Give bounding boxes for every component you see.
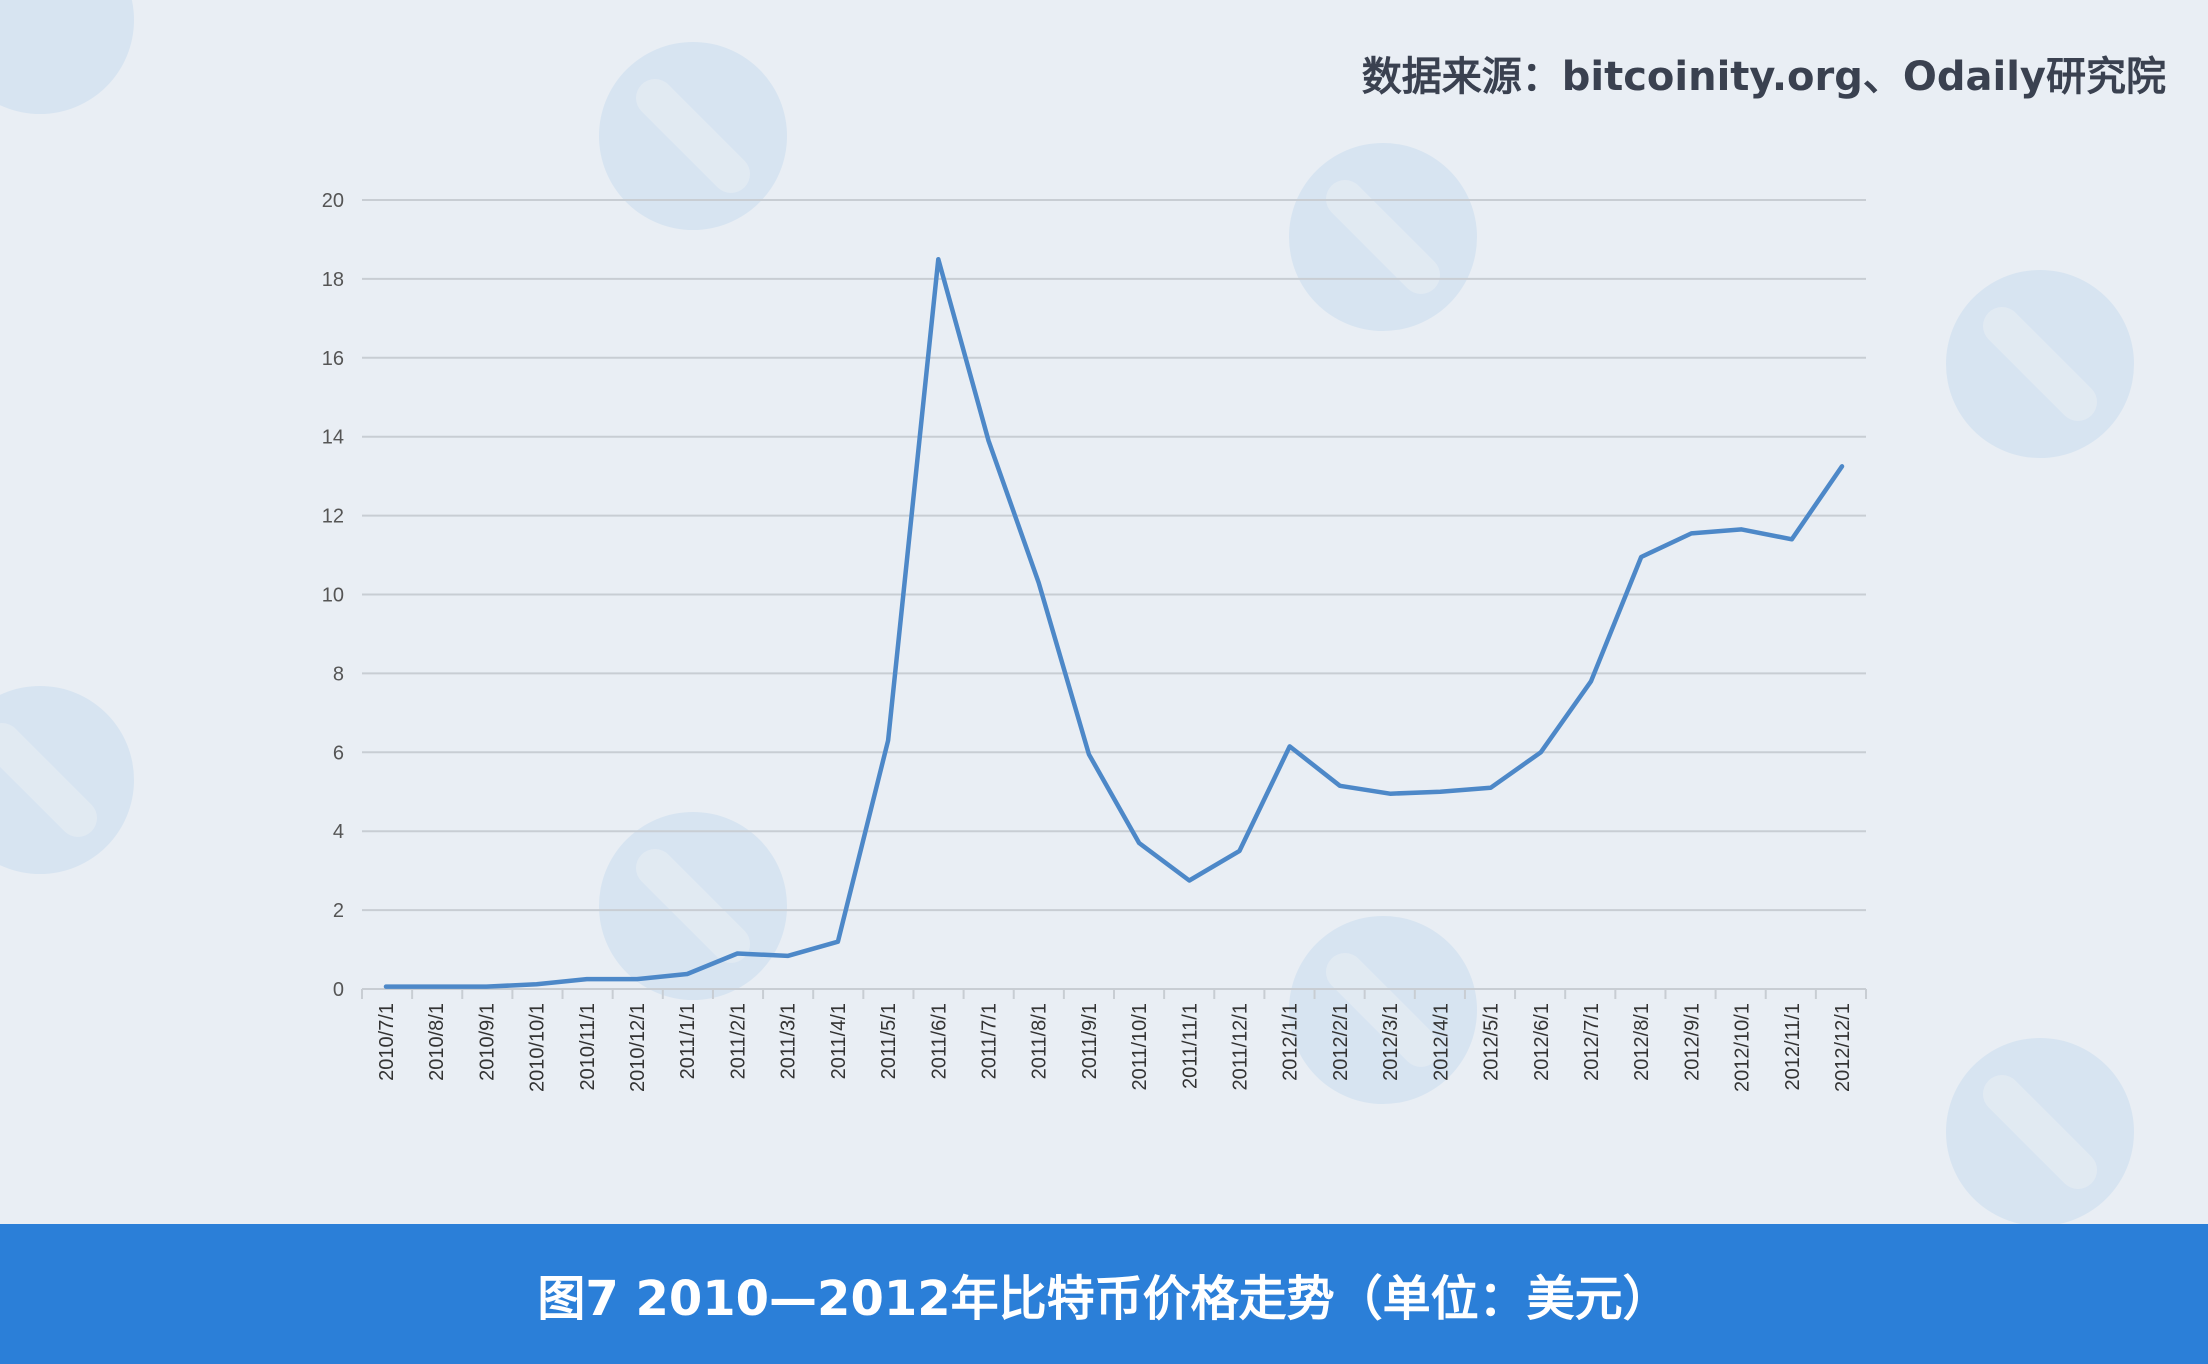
x-tick-label: 2011/9/1 <box>1079 1003 1101 1079</box>
x-tick-label: 2011/11/1 <box>1179 1003 1201 1089</box>
y-tick-label: 6 <box>333 742 344 764</box>
chart-caption: 图7 2010—2012年比特币价格走势（单位：美元） <box>537 1271 1671 1327</box>
x-tick-label: 2011/10/1 <box>1129 1003 1151 1091</box>
y-tick-label: 18 <box>322 269 344 291</box>
x-tick-label: 2012/6/1 <box>1531 1003 1553 1081</box>
caption-bar: 图7 2010—2012年比特币价格走势（单位：美元） <box>0 1224 2208 1364</box>
x-tick-label: 2011/7/1 <box>978 1003 1000 1079</box>
x-tick-label: 2012/7/1 <box>1581 1003 1603 1081</box>
series-layer <box>383 256 1845 989</box>
x-tick-label: 2012/3/1 <box>1380 1003 1402 1081</box>
x-tick-label: 2011/5/1 <box>878 1003 900 1079</box>
x-tick-label: 2011/12/1 <box>1230 1003 1252 1091</box>
x-tick-label: 2012/9/1 <box>1681 1003 1703 1081</box>
x-tick-label: 2012/1/1 <box>1280 1003 1302 1081</box>
x-tick-label: 2010/11/1 <box>577 1003 599 1091</box>
y-tick-label: 20 <box>322 190 344 212</box>
x-tick-label: 2012/2/1 <box>1330 1003 1352 1081</box>
y-tick-label: 2 <box>333 900 344 922</box>
grid-lines <box>362 199 1866 990</box>
y-tick-label: 12 <box>322 506 344 528</box>
x-tick-label: 2010/9/1 <box>476 1003 498 1081</box>
y-tick-label: 4 <box>333 821 344 843</box>
x-tick-label: 2012/11/1 <box>1782 1003 1804 1091</box>
x-tick-label: 2011/4/1 <box>828 1003 850 1079</box>
line-chart: 0 2 4 6 8 10 12 14 16 18 20 2010/7/1 2010/8/1 2010/9… <box>322 190 1867 1092</box>
x-tick-label: 2011/3/1 <box>778 1003 800 1079</box>
x-tick-label: 2010/12/1 <box>627 1003 649 1092</box>
y-axis-ticks: 0 2 4 6 8 10 12 14 16 18 20 <box>322 190 344 1001</box>
x-tick-label: 2010/7/1 <box>376 1003 398 1081</box>
y-tick-label: 14 <box>322 427 344 449</box>
y-tick-label: 0 <box>333 979 344 1001</box>
x-tick-label: 2012/10/1 <box>1732 1003 1754 1092</box>
x-tick-label: 2010/8/1 <box>426 1003 448 1081</box>
x-tick-label: 2012/8/1 <box>1631 1003 1653 1081</box>
x-tick-label: 2011/6/1 <box>928 1003 950 1079</box>
x-tick-label: 2011/1/1 <box>677 1003 699 1079</box>
y-tick-label: 10 <box>322 585 344 607</box>
x-tick-label: 2011/2/1 <box>727 1003 749 1079</box>
data-source-label: 数据来源：bitcoinity.org、Odaily研究院 <box>1361 54 2166 100</box>
x-axis-ticks: 2010/7/1 2010/8/1 2010/9/1 2010/10/1 2010/11… <box>361 989 1867 1092</box>
x-tick-label: 2011/8/1 <box>1029 1003 1051 1079</box>
x-tick-label: 2012/4/1 <box>1430 1003 1452 1081</box>
x-tick-label: 2012/12/1 <box>1832 1003 1854 1092</box>
x-tick-label: 2012/5/1 <box>1481 1003 1503 1081</box>
y-tick-label: 8 <box>333 663 344 685</box>
x-tick-label: 2010/10/1 <box>527 1003 549 1092</box>
y-tick-label: 16 <box>322 348 344 370</box>
price-series-line <box>383 256 1845 989</box>
